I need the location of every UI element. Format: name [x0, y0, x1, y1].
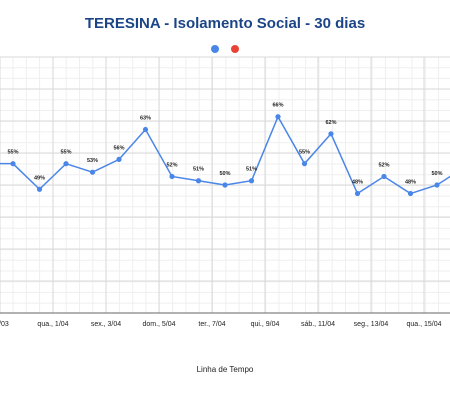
data-point	[328, 131, 334, 137]
data-label: 50%	[431, 171, 442, 177]
x-tick-label: qua., 1/04	[37, 321, 68, 328]
data-point	[301, 161, 308, 167]
data-label: 55%	[7, 150, 18, 156]
data-point	[169, 173, 175, 180]
data-point	[434, 182, 440, 188]
data-point	[248, 178, 255, 184]
x-tick-label: sex., 3/04	[91, 321, 121, 328]
x-tick-label: seg., 13/04	[354, 321, 389, 328]
data-point	[222, 182, 228, 188]
x-tick-label: qua., 15/04	[406, 321, 441, 328]
data-point	[116, 156, 122, 162]
x-tick-label: dom., 5/04	[142, 321, 175, 328]
data-label: 48%	[405, 180, 416, 186]
legend-marker-series-2[interactable]	[231, 45, 239, 53]
x-tick-label: sáb., 11/04	[301, 321, 335, 328]
data-label: 55%	[60, 150, 71, 156]
data-point	[275, 114, 281, 120]
data-point	[354, 190, 361, 197]
data-point	[63, 161, 69, 167]
data-point	[195, 178, 202, 184]
data-label: 49%	[34, 175, 45, 181]
data-label: 53%	[87, 158, 98, 164]
data-label: 52%	[166, 162, 177, 168]
data-label: 51%	[246, 167, 257, 173]
data-label: 62%	[325, 120, 336, 126]
data-label: 51%	[193, 167, 204, 173]
data-label: 66%	[272, 103, 283, 109]
data-label: 55%	[299, 150, 310, 156]
data-label: 50%	[219, 171, 230, 177]
x-axis-title: Linha de Tempo	[196, 365, 254, 374]
data-point	[36, 186, 43, 192]
data-point	[89, 169, 96, 175]
data-label: 63%	[140, 116, 151, 122]
data-label: 48%	[352, 180, 363, 186]
data-label: 56%	[113, 145, 124, 151]
x-tick-label: ter., 7/04	[198, 321, 225, 328]
data-point	[142, 126, 149, 133]
legend-marker-series-1[interactable]	[211, 45, 219, 53]
x-tick-label: qui., 9/04	[251, 321, 280, 328]
data-label: 52%	[378, 162, 389, 168]
data-point	[407, 190, 414, 197]
data-point	[10, 161, 16, 167]
chart-title: TERESINA - Isolamento Social - 30 dias	[84, 15, 366, 32]
data-point	[381, 173, 387, 180]
x-tick-label: 30/03	[0, 321, 9, 328]
